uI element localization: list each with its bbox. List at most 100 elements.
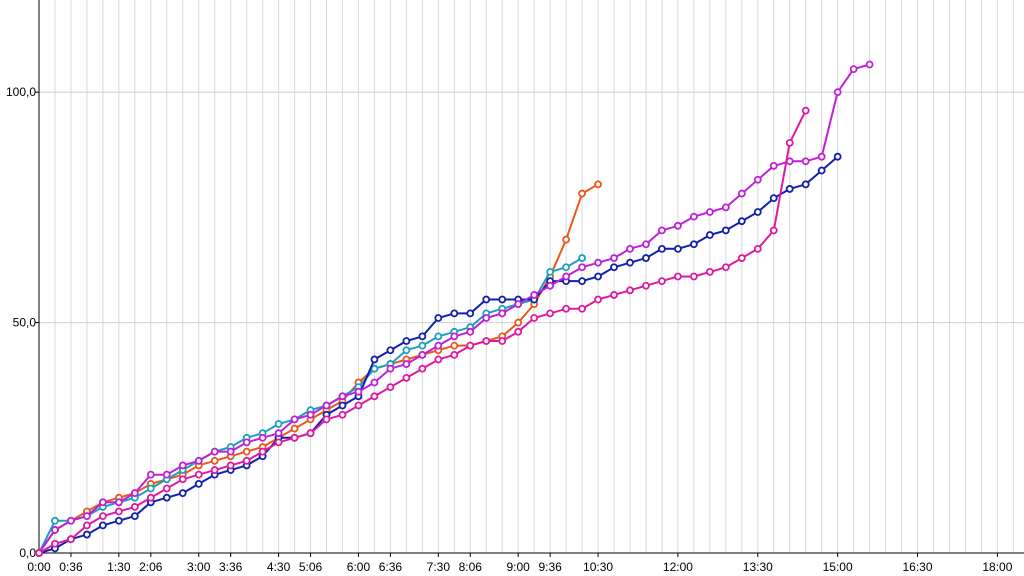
data-point <box>562 304 571 313</box>
data-point <box>769 194 778 203</box>
data-point <box>242 456 251 465</box>
data-point <box>450 309 459 318</box>
data-point <box>290 424 299 433</box>
data-point <box>753 208 762 216</box>
data-point <box>402 373 411 382</box>
data-point <box>210 456 219 465</box>
data-point <box>674 221 682 230</box>
data-point <box>146 470 155 479</box>
x-tick-label: 3:00 <box>187 560 211 574</box>
x-tick-label: 10:30 <box>583 560 613 574</box>
data-point <box>546 267 555 276</box>
data-point <box>35 549 43 557</box>
data-point <box>737 254 746 262</box>
data-point <box>210 447 219 456</box>
data-point <box>51 539 59 548</box>
data-point <box>162 470 171 479</box>
data-point <box>370 378 379 387</box>
data-point <box>705 231 714 239</box>
data-point <box>514 327 523 336</box>
y-axis-ticks: 0,0 50,0 100,0 <box>6 85 39 560</box>
data-point <box>338 392 347 401</box>
data-point <box>146 493 155 502</box>
data-point <box>721 263 730 272</box>
data-point <box>753 175 762 184</box>
data-point <box>578 263 586 272</box>
data-point <box>801 157 810 166</box>
x-tick-label: 8:06 <box>459 560 483 574</box>
data-point <box>817 152 826 161</box>
data-point <box>194 479 203 488</box>
data-point <box>434 314 443 322</box>
data-point <box>753 244 762 253</box>
data-point <box>514 300 523 309</box>
data-point <box>290 433 299 442</box>
data-point <box>210 466 219 474</box>
x-tick-label: 9:36 <box>538 560 562 574</box>
data-point <box>849 65 858 74</box>
data-point <box>817 166 826 175</box>
horizontal-gridlines <box>39 91 1024 324</box>
data-point <box>498 295 507 304</box>
data-point <box>51 526 59 534</box>
data-point <box>67 535 75 544</box>
data-point <box>466 309 475 318</box>
data-point <box>498 337 507 345</box>
data-point <box>162 484 171 493</box>
data-point <box>658 277 666 286</box>
data-point <box>274 420 283 428</box>
data-point <box>402 360 411 368</box>
data-point <box>689 272 698 281</box>
data-point <box>178 475 187 484</box>
data-point <box>626 244 634 253</box>
data-point <box>674 272 682 281</box>
data-point <box>418 332 427 341</box>
data-point <box>306 429 315 438</box>
data-point <box>705 208 714 216</box>
series-5 <box>35 106 810 557</box>
x-tick-label: 4:30 <box>267 560 291 574</box>
data-point <box>98 521 107 530</box>
data-point <box>546 309 555 318</box>
data-point <box>833 88 842 97</box>
data-point <box>194 470 203 479</box>
data-point <box>370 355 379 364</box>
data-point <box>258 433 267 442</box>
data-point <box>801 180 810 189</box>
data-point <box>466 327 475 336</box>
data-point <box>769 226 778 235</box>
data-point <box>562 263 571 272</box>
data-point <box>434 355 443 364</box>
data-point <box>114 507 123 516</box>
data-point <box>83 530 91 539</box>
data-point <box>450 332 459 341</box>
data-point <box>162 493 171 502</box>
data-point <box>689 240 698 249</box>
data-point <box>178 489 187 497</box>
data-point <box>114 498 123 507</box>
x-tick-label: 0:36 <box>59 560 83 574</box>
x-tick-label: 9:00 <box>507 560 531 574</box>
data-point <box>83 512 91 521</box>
data-point <box>562 272 571 281</box>
y-tick-label: 50,0 <box>13 316 37 330</box>
data-point <box>98 512 107 521</box>
data-point <box>242 447 251 456</box>
x-tick-label: 7:30 <box>427 560 451 574</box>
data-point <box>674 244 682 253</box>
data-point <box>594 295 602 304</box>
data-point <box>514 318 523 327</box>
data-point <box>386 364 395 373</box>
data-point <box>178 461 187 470</box>
data-point <box>610 291 618 299</box>
data-point <box>578 189 586 198</box>
data-point <box>705 267 714 276</box>
data-point <box>402 346 411 355</box>
data-point <box>578 304 586 313</box>
x-tick-label: 13:30 <box>743 560 773 574</box>
data-point <box>242 438 251 447</box>
x-tick-label: 18:00 <box>982 560 1012 574</box>
x-axis-ticks: 0:00 0:36 1:30 2:06 3:00 3:36 4:30 5:06 6:00 6:36… <box>27 553 1013 574</box>
data-point <box>642 254 650 262</box>
